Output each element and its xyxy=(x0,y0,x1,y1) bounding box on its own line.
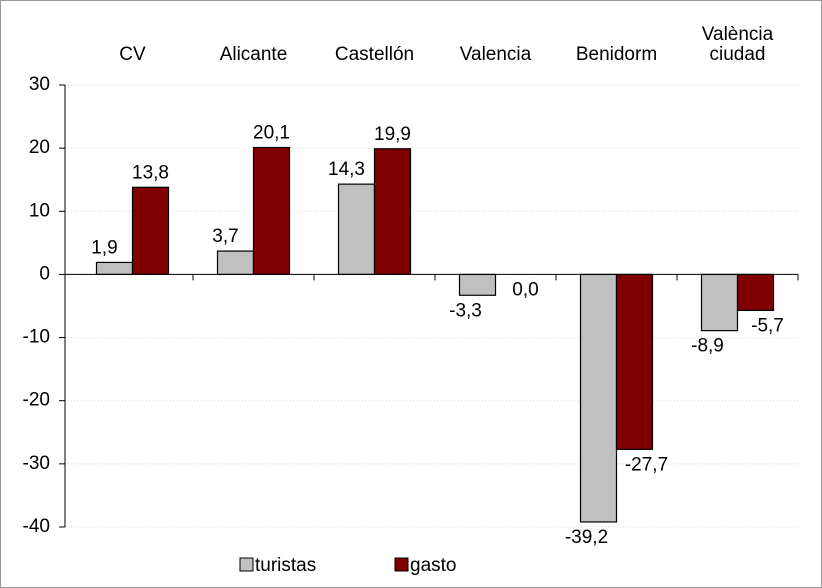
value-label: -5,7 xyxy=(751,315,784,336)
x-category-label: València ciudad xyxy=(702,24,774,65)
bar xyxy=(216,250,255,276)
x-category-label: Alicante xyxy=(220,44,288,65)
y-tick-label: -40 xyxy=(23,516,50,537)
x-category-label: Castellón xyxy=(335,44,414,65)
x-category-label: Benidorm xyxy=(576,44,657,65)
y-tick-label: -20 xyxy=(23,390,50,411)
bar xyxy=(458,273,497,296)
value-label: -3,3 xyxy=(449,300,482,321)
y-tick-label: 10 xyxy=(29,200,50,221)
bar xyxy=(736,273,775,312)
value-label: 0,0 xyxy=(512,279,538,300)
value-label: 14,3 xyxy=(328,159,365,180)
legend-label: gasto xyxy=(410,555,456,576)
value-label: 3,7 xyxy=(212,226,238,247)
bar xyxy=(373,148,412,276)
value-label: -27,7 xyxy=(625,454,668,475)
legend-swatch xyxy=(394,557,409,572)
bar xyxy=(252,146,291,276)
value-label: 13,8 xyxy=(132,162,169,183)
bar xyxy=(131,186,170,276)
legend-label: turistas xyxy=(255,555,316,576)
bar xyxy=(95,261,134,276)
x-category-label: CV xyxy=(119,44,146,65)
value-label: 1,9 xyxy=(91,237,117,258)
value-label: -39,2 xyxy=(565,527,608,548)
bar xyxy=(337,183,376,276)
bar xyxy=(615,273,654,450)
bar xyxy=(700,273,739,332)
x-category-label: Valencia xyxy=(460,44,532,65)
y-tick-label: -30 xyxy=(23,453,50,474)
y-tick-label: 20 xyxy=(29,137,50,158)
value-label: 19,9 xyxy=(374,124,411,145)
legend-swatch xyxy=(239,557,254,572)
y-tick-label: 0 xyxy=(39,263,50,284)
bar xyxy=(579,273,618,523)
y-tick-label: 30 xyxy=(29,74,50,95)
y-tick-label: -10 xyxy=(23,327,50,348)
value-label: -8,9 xyxy=(691,336,724,357)
value-label: 20,1 xyxy=(253,123,290,144)
